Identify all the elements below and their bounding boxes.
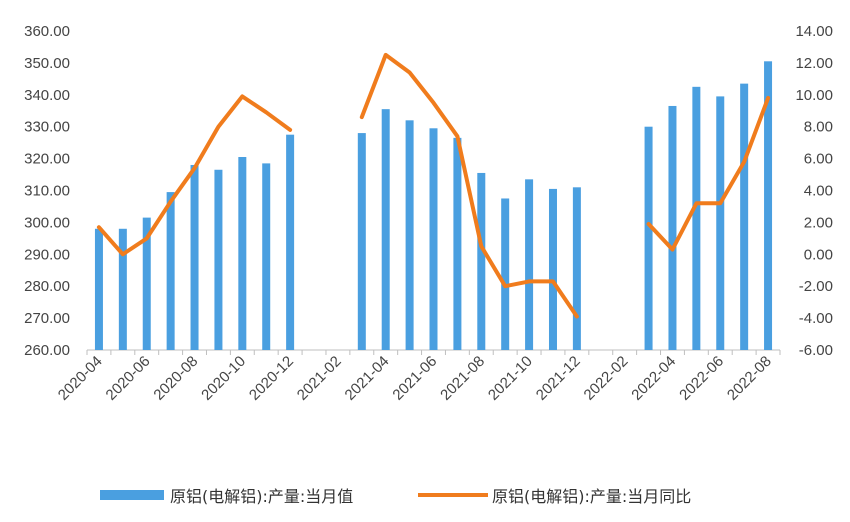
bar [644, 126, 653, 350]
bar-series [94, 61, 773, 351]
x-tick-label: 2020-12 [246, 353, 297, 404]
bar [572, 187, 581, 350]
legend: 原铝(电解铝):产量:当月值 原铝(电解铝):产量:当月同比 [100, 487, 691, 506]
x-tick-label: 2020-04 [55, 353, 106, 404]
y-right-tick-label: -4.00 [799, 310, 833, 327]
x-tick-label: 2021-02 [294, 353, 345, 404]
bar [501, 198, 510, 350]
y-left-tick-label: 360.00 [24, 23, 70, 40]
bar [238, 157, 247, 350]
bar [716, 96, 725, 351]
line-series [96, 52, 771, 319]
y-right-tick-label: 2.00 [804, 214, 833, 231]
bar [262, 163, 271, 350]
y-right-tick-label: 10.00 [795, 87, 833, 104]
y-right-tick-label: -2.00 [799, 278, 833, 295]
bar [405, 120, 414, 350]
y-right-tick-label: 12.00 [795, 55, 833, 72]
y-left-tick-label: 310.00 [24, 183, 70, 200]
legend-line-label: 原铝(电解铝):产量:当月同比 [492, 487, 691, 506]
bar [764, 61, 773, 351]
bar [190, 164, 199, 350]
x-tick-label: 2021-08 [437, 353, 488, 404]
bar [477, 172, 486, 350]
y-left-tick-label: 340.00 [24, 87, 70, 104]
bar [525, 179, 534, 350]
legend-bar-swatch [100, 490, 164, 500]
x-tick-label: 2020-06 [103, 353, 154, 404]
y-left-tick-label: 300.00 [24, 214, 70, 231]
x-tick-label: 2021-04 [342, 353, 393, 404]
x-tick-label: 2022-06 [676, 353, 727, 404]
x-tick-label: 2022-04 [628, 353, 679, 404]
bar [94, 228, 103, 350]
y-right-tick-label: 14.00 [795, 23, 833, 40]
y-left-tick-label: 260.00 [24, 342, 70, 359]
bar [453, 137, 462, 350]
bar [429, 128, 438, 350]
x-tick-label: 2020-08 [150, 353, 201, 404]
y-right-tick-label: -6.00 [799, 342, 833, 359]
bar [548, 188, 557, 350]
y-right-tick-label: 8.00 [804, 119, 833, 136]
bar [692, 86, 701, 350]
y-left-tick-label: 350.00 [24, 55, 70, 72]
bar [214, 169, 223, 350]
x-tick-label: 2022-02 [581, 353, 632, 404]
line-segment [646, 96, 771, 252]
y-left-tick-label: 280.00 [24, 278, 70, 295]
y-left-tick-label: 290.00 [24, 246, 70, 263]
y-left-tick-label: 270.00 [24, 310, 70, 327]
y-right-tick-label: 6.00 [804, 151, 833, 168]
bar [166, 192, 175, 350]
x-tick-label: 2021-10 [485, 353, 536, 404]
bar [357, 133, 366, 350]
x-tick-label: 2021-12 [533, 353, 584, 404]
line-segment [96, 94, 293, 257]
y-right-tick-label: 4.00 [804, 183, 833, 200]
bar [381, 109, 390, 350]
y-left-tick-label: 330.00 [24, 119, 70, 136]
x-tick-label: 2022-08 [724, 353, 775, 404]
y-left-tick-label: 320.00 [24, 151, 70, 168]
bar [118, 228, 127, 350]
bar [740, 83, 749, 350]
x-tick-label: 2020-10 [198, 353, 249, 404]
bar [668, 105, 677, 350]
x-tick-label: 2021-06 [389, 353, 440, 404]
bar [286, 134, 295, 350]
legend-bar-label: 原铝(电解铝):产量:当月值 [170, 487, 353, 506]
bar [142, 217, 151, 350]
line-segment [359, 52, 579, 319]
y-right-tick-label: 0.00 [804, 246, 833, 263]
